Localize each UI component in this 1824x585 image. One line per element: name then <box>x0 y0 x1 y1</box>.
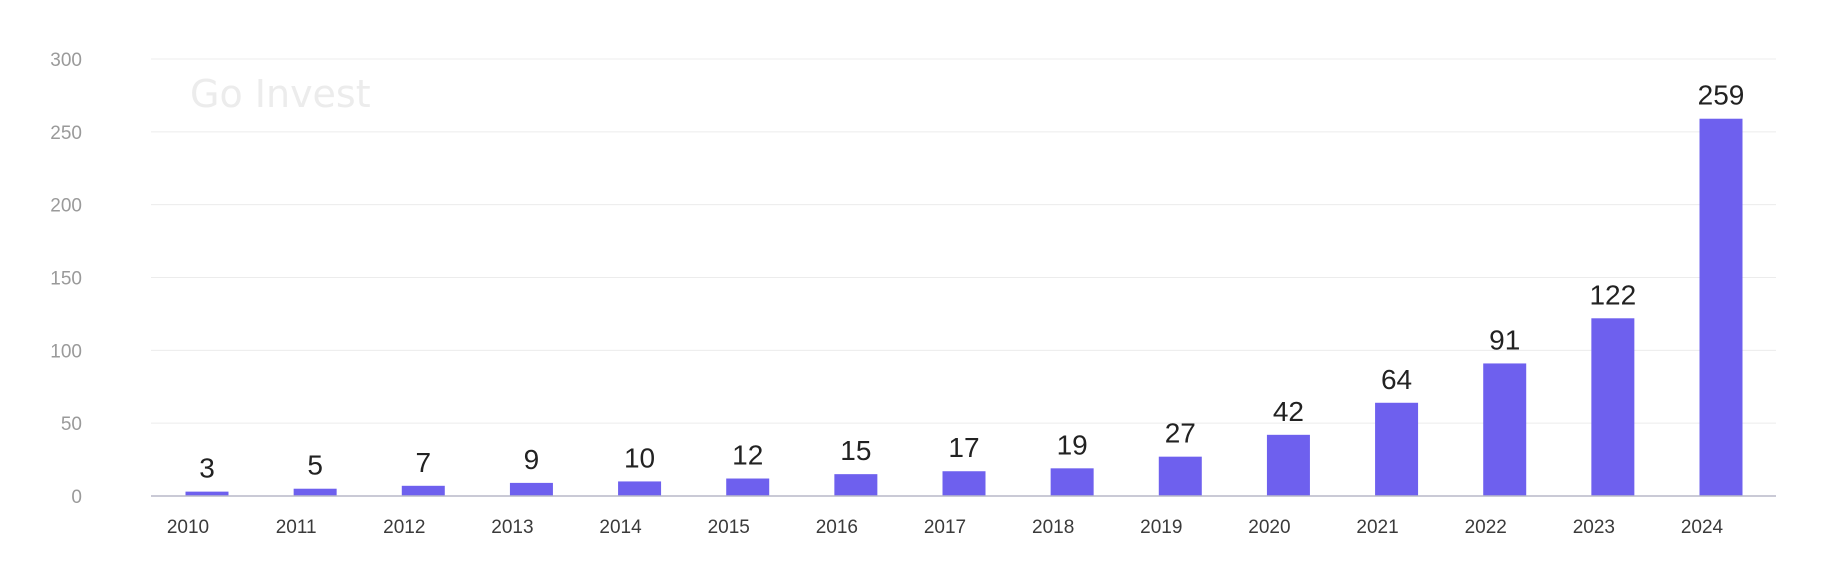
bar <box>185 491 229 496</box>
bar <box>1158 456 1202 496</box>
data-label: 122 <box>1589 279 1636 310</box>
bars <box>185 118 1743 497</box>
bar <box>1050 468 1094 496</box>
data-label: 42 <box>1273 396 1304 427</box>
bar <box>509 482 553 496</box>
bar <box>401 485 445 496</box>
bar <box>1266 434 1310 496</box>
x-tick-label: 2015 <box>708 517 750 538</box>
data-label: 64 <box>1381 364 1412 395</box>
data-label: 27 <box>1165 418 1196 449</box>
bar <box>618 481 662 496</box>
y-axis-ticks: 0 50 100 150 200 250 300 <box>50 50 82 508</box>
bar <box>1699 118 1743 497</box>
data-label: 15 <box>840 435 871 466</box>
x-tick-label: 2012 <box>383 517 425 538</box>
x-tick-label: 2016 <box>816 517 858 538</box>
gridlines <box>151 58 1776 424</box>
bar <box>1483 363 1527 496</box>
x-tick-label: 2019 <box>1140 517 1182 538</box>
x-tick-label: 2010 <box>167 517 209 538</box>
bar <box>293 488 337 496</box>
data-label: 12 <box>732 440 763 471</box>
data-label: 5 <box>307 450 323 481</box>
y-tick-label: 200 <box>50 196 82 217</box>
x-axis-ticks: 2010 2011 2012 2013 2014 2015 2016 2017 2018 2019… <box>167 517 1724 538</box>
x-tick-label: 2013 <box>491 517 533 538</box>
x-tick-label: 2017 <box>924 517 966 538</box>
data-label: 259 <box>1698 80 1745 111</box>
x-tick-label: 2020 <box>1248 517 1290 538</box>
y-tick-label: 50 <box>61 414 82 435</box>
bar <box>726 478 770 496</box>
data-labels: 3 5 7 9 10 12 15 17 19 27 42 64 91 122 259 <box>199 80 1744 484</box>
data-label: 91 <box>1489 324 1520 355</box>
y-tick-label: 150 <box>50 269 82 290</box>
y-tick-label: 300 <box>50 50 82 71</box>
x-tick-label: 2024 <box>1681 517 1724 538</box>
x-tick-label: 2023 <box>1573 517 1615 538</box>
x-tick-label: 2018 <box>1032 517 1074 538</box>
y-tick-label: 250 <box>50 123 82 144</box>
bar <box>834 474 878 496</box>
y-tick-label: 0 <box>71 487 82 508</box>
data-label: 19 <box>1057 429 1088 460</box>
x-tick-label: 2011 <box>276 517 317 538</box>
data-label: 9 <box>524 444 540 475</box>
data-label: 10 <box>624 442 655 473</box>
x-tick-label: 2014 <box>599 517 642 538</box>
bar <box>1591 318 1635 496</box>
bar <box>1375 402 1419 496</box>
watermark-logo-text: Go Invest <box>190 72 371 116</box>
data-label: 17 <box>948 432 979 463</box>
x-tick-label: 2021 <box>1356 517 1398 538</box>
bar <box>942 471 986 496</box>
data-label: 3 <box>199 453 215 484</box>
y-tick-label: 100 <box>50 341 82 362</box>
x-tick-label: 2022 <box>1465 517 1507 538</box>
data-label: 7 <box>415 447 431 478</box>
